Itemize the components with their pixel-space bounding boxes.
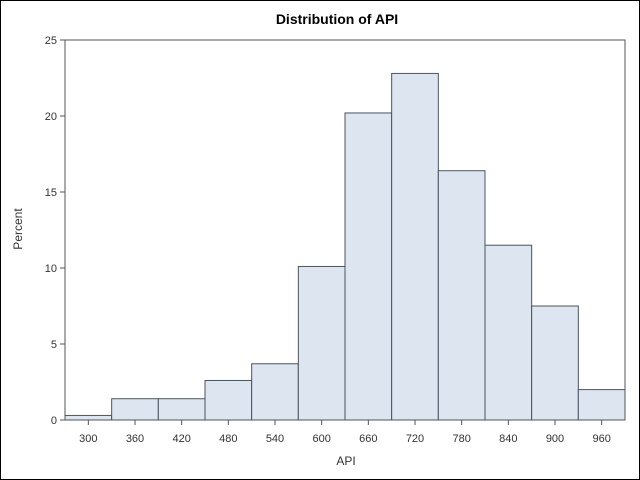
histogram-bar-720 bbox=[391, 72, 439, 421]
x-tick-label: 660 bbox=[359, 433, 377, 445]
x-tick-label: 780 bbox=[452, 433, 470, 445]
histogram-bar-840 bbox=[484, 244, 533, 421]
y-tick-label: 10 bbox=[45, 263, 57, 275]
x-tick-label: 540 bbox=[266, 433, 284, 445]
y-tick-label: 25 bbox=[45, 35, 57, 47]
x-axis-label: API bbox=[336, 454, 355, 468]
histogram-bar-780 bbox=[437, 170, 486, 421]
histogram-bar-900 bbox=[531, 305, 579, 421]
bars-layer bbox=[64, 72, 626, 421]
x-tick-label: 840 bbox=[499, 433, 517, 445]
x-tick-label: 360 bbox=[126, 433, 144, 445]
x-tick-label: 720 bbox=[406, 433, 424, 445]
x-tick-label: 900 bbox=[546, 433, 564, 445]
x-tick-label: 960 bbox=[592, 433, 610, 445]
y-tick-label: 15 bbox=[45, 187, 57, 199]
histogram-bar-300 bbox=[64, 414, 113, 421]
histogram-bar-600 bbox=[297, 265, 346, 421]
x-tick-label: 300 bbox=[79, 433, 97, 445]
y-tick-label: 5 bbox=[51, 339, 57, 351]
x-tick-label: 600 bbox=[312, 433, 330, 445]
x-tick-label: 420 bbox=[172, 433, 190, 445]
x-tick-label: 480 bbox=[219, 433, 237, 445]
y-axis-label: Percent bbox=[11, 208, 25, 250]
histogram-bar-420 bbox=[157, 398, 206, 421]
chart-title: Distribution of API bbox=[276, 11, 398, 27]
histogram-bar-540 bbox=[251, 363, 299, 421]
histogram-bar-660 bbox=[344, 112, 393, 421]
histogram-bar-480 bbox=[204, 379, 253, 421]
axes-layer: 0 5 10 15 20 25 300 360 420 480 540 600 660 720 780 840… bbox=[45, 35, 626, 445]
plot-area-border bbox=[64, 39, 626, 421]
histogram-bar-960 bbox=[577, 389, 626, 421]
y-tick-label: 0 bbox=[51, 415, 57, 427]
histogram-bar-360 bbox=[111, 398, 159, 421]
y-tick-label: 20 bbox=[45, 111, 57, 123]
